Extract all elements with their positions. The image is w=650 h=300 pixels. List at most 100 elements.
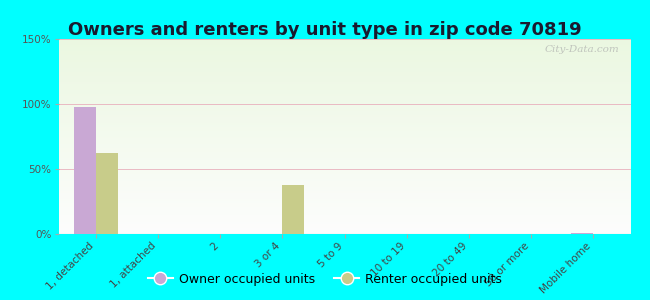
Bar	[58, 173, 630, 175]
Bar	[58, 232, 630, 234]
Bar	[58, 100, 630, 101]
Bar	[58, 185, 630, 187]
Bar	[58, 58, 630, 60]
Bar	[58, 111, 630, 113]
Bar	[58, 133, 630, 134]
Bar	[58, 134, 630, 136]
Bar	[58, 119, 630, 121]
Bar	[58, 61, 630, 62]
Bar	[58, 115, 630, 117]
Bar	[58, 224, 630, 226]
Bar	[58, 226, 630, 228]
Bar	[58, 121, 630, 123]
Bar	[58, 94, 630, 95]
Bar	[58, 158, 630, 160]
Bar	[58, 129, 630, 130]
Bar	[58, 74, 630, 76]
Bar	[58, 92, 630, 94]
Bar	[58, 214, 630, 217]
Bar	[58, 220, 630, 222]
Bar	[58, 228, 630, 230]
Bar	[58, 90, 630, 92]
Bar	[58, 125, 630, 127]
Bar	[58, 209, 630, 211]
Text: Owners and renters by unit type in zip code 70819: Owners and renters by unit type in zip c…	[68, 21, 582, 39]
Bar	[58, 136, 630, 138]
Bar	[58, 82, 630, 84]
Bar	[58, 160, 630, 162]
Bar	[58, 105, 630, 107]
Bar	[58, 207, 630, 209]
Bar	[58, 183, 630, 185]
Bar	[58, 117, 630, 119]
Bar	[58, 72, 630, 74]
Bar	[282, 184, 304, 234]
Bar	[58, 195, 630, 197]
Bar	[58, 142, 630, 144]
Bar	[58, 212, 630, 214]
Bar	[58, 193, 630, 195]
Bar	[58, 107, 630, 109]
Bar	[58, 138, 630, 140]
Bar	[58, 166, 630, 168]
Bar	[58, 80, 630, 82]
Bar	[58, 51, 630, 53]
Bar	[58, 222, 630, 224]
Bar	[58, 217, 630, 218]
Bar	[58, 156, 630, 158]
Bar	[58, 201, 630, 203]
Bar	[58, 76, 630, 78]
Bar	[58, 144, 630, 146]
Bar	[58, 197, 630, 199]
Bar	[58, 43, 630, 45]
Bar	[58, 211, 630, 212]
Bar	[58, 189, 630, 191]
Bar	[58, 191, 630, 193]
Bar	[58, 64, 630, 66]
Bar	[58, 62, 630, 64]
Bar	[58, 88, 630, 90]
Bar	[58, 68, 630, 70]
Bar	[58, 172, 630, 173]
Bar	[58, 181, 630, 183]
Bar	[58, 56, 630, 58]
Bar	[58, 170, 630, 172]
Bar	[58, 109, 630, 111]
Bar	[58, 230, 630, 232]
Bar	[58, 168, 630, 170]
Bar	[58, 101, 630, 103]
Bar	[58, 187, 630, 189]
Bar	[58, 123, 630, 125]
Bar	[58, 113, 630, 115]
Bar	[58, 103, 630, 105]
Bar	[58, 177, 630, 179]
Bar	[58, 146, 630, 148]
Bar	[58, 41, 630, 43]
Bar	[58, 154, 630, 156]
Bar	[58, 84, 630, 86]
Bar	[58, 179, 630, 181]
Bar	[58, 47, 630, 49]
Bar	[58, 176, 630, 177]
Bar	[58, 218, 630, 220]
Bar	[58, 203, 630, 205]
Bar	[58, 39, 630, 41]
Bar	[58, 162, 630, 164]
Bar	[58, 127, 630, 129]
Bar	[58, 49, 630, 51]
Bar	[58, 66, 630, 68]
Bar	[58, 148, 630, 150]
Bar	[58, 98, 630, 100]
Bar	[58, 205, 630, 207]
Bar	[58, 152, 630, 154]
Bar	[58, 140, 630, 142]
Text: City-Data.com: City-Data.com	[544, 45, 619, 54]
Bar	[58, 164, 630, 166]
Bar	[58, 86, 630, 88]
Bar	[58, 70, 630, 72]
Bar	[58, 78, 630, 80]
Legend: Owner occupied units, Renter occupied units: Owner occupied units, Renter occupied un…	[143, 268, 507, 291]
Bar	[58, 95, 630, 98]
Bar	[571, 233, 593, 234]
Bar	[58, 55, 630, 56]
